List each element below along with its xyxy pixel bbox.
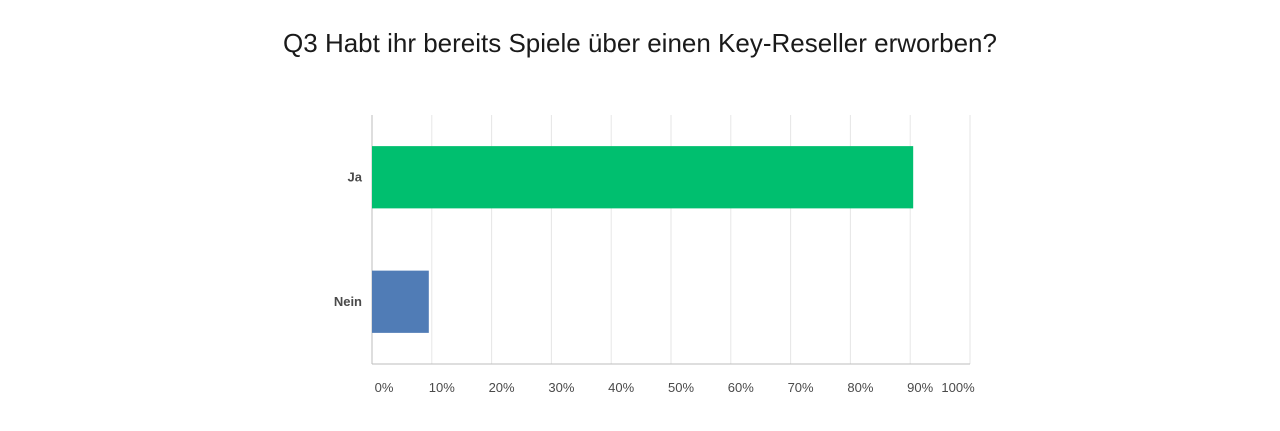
x-tick-label: 80% (847, 380, 873, 395)
bar-nein (372, 270, 429, 333)
x-tick-label: 0% (375, 380, 394, 395)
bar-ja (372, 146, 914, 209)
x-tick-label: 30% (548, 380, 574, 395)
x-tick-label: 90% (907, 380, 933, 395)
x-tick-label: 10% (429, 380, 455, 395)
category-label: Ja (348, 169, 363, 184)
x-tick-label: 20% (489, 380, 515, 395)
x-tick-label: 50% (668, 380, 694, 395)
x-tick-label: 60% (728, 380, 754, 395)
x-tick-label: 70% (788, 380, 814, 395)
x-tick-label: 40% (608, 380, 634, 395)
x-tick-label: 100% (941, 380, 975, 395)
chart-title: Q3 Habt ihr bereits Spiele über einen Ke… (283, 28, 997, 58)
category-label: Nein (334, 294, 362, 309)
